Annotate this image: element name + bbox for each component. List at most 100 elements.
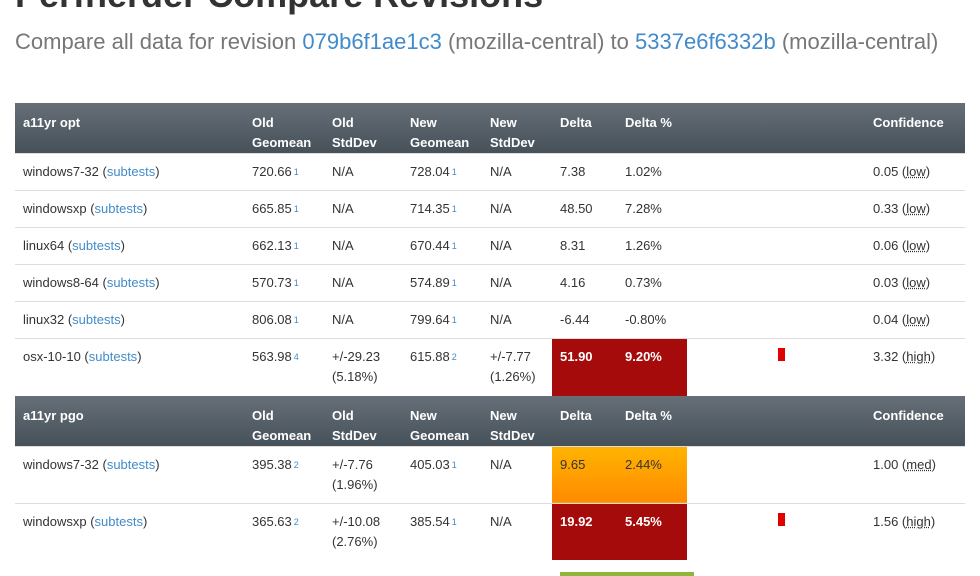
confidence-label[interactable]: high	[906, 513, 931, 529]
confidence-value: 3.32	[873, 349, 899, 364]
delta-cell: -6.44	[552, 301, 617, 339]
old-runs-link[interactable]: 1	[293, 167, 299, 177]
new-runs-link[interactable]: 1	[451, 278, 457, 288]
column-header-new-stddev: New StdDev	[490, 115, 535, 150]
old-stddev-value: N/A	[332, 275, 354, 290]
confidence-label[interactable]: low	[906, 312, 926, 327]
confidence-value: 0.03	[873, 275, 899, 290]
platform-name: windowsxp	[23, 201, 87, 216]
column-header-bar	[687, 396, 865, 447]
platform-name: osx-10-10	[23, 349, 81, 364]
new-runs-link[interactable]: 1	[451, 204, 457, 214]
old-runs-link[interactable]: 1	[293, 241, 299, 251]
delta-bar-cell	[687, 338, 865, 396]
old-runs-link[interactable]: 1	[293, 315, 299, 325]
column-header-new-geomean: New Geomean	[410, 115, 470, 150]
subtests-link[interactable]: subtests	[94, 513, 143, 529]
old-geomean-cell: 365.63 2	[244, 502, 324, 560]
subtests-link[interactable]: subtests	[106, 275, 156, 290]
old-geomean-cell: 662.13 1	[244, 227, 324, 265]
old-geomean-cell: 395.38 2	[244, 445, 324, 503]
confidence-label[interactable]: low	[906, 201, 926, 216]
new-stddev-cell: N/A	[482, 264, 552, 302]
new-stddev-cell: N/A	[482, 445, 552, 503]
column-header-old-geomean: Old Geomean	[252, 407, 312, 443]
subtests-link[interactable]: subtests	[72, 312, 121, 327]
table-row: windowsxp (subtests) 365.63 2 +/-10.08 (2.76…	[15, 502, 965, 560]
old-stddev-value: +/-29.23	[332, 349, 381, 364]
table-row: windows8-64 (subtests) 570.73 1 N/A 574.89 1 N…	[15, 264, 965, 302]
column-header-new-geomean: New Geomean	[410, 407, 470, 443]
confidence-label[interactable]: low	[906, 238, 926, 253]
new-runs-link[interactable]: 1	[451, 241, 457, 251]
confidence-cell: 0.06 (low)	[865, 227, 965, 265]
delta-pct-cell: 7.28%	[617, 190, 687, 228]
delta-bar-cell	[687, 301, 865, 339]
delta-cell: 19.92	[552, 502, 617, 560]
old-stddev-cell: N/A	[324, 190, 402, 228]
new-geomean-value: 670.44	[410, 238, 450, 253]
old-stddev-cell: N/A	[324, 301, 402, 339]
new-geomean-cell: 799.64 1	[402, 301, 482, 339]
new-geomean-value: 799.64	[410, 312, 450, 327]
confidence-label[interactable]: high	[906, 349, 931, 364]
new-runs-link[interactable]: 1	[451, 315, 457, 325]
old-geomean-value: 570.73	[252, 275, 292, 290]
delta-pct-cell: -0.80%	[617, 301, 687, 339]
confidence-cell: 3.32 (high)	[865, 338, 965, 396]
original-revision-link[interactable]: 079b6f1ae1c3	[302, 29, 442, 54]
original-repo: (mozilla-central) to	[447, 29, 629, 54]
delta-bar-cell	[687, 502, 865, 560]
new-runs-link[interactable]: 1	[451, 459, 457, 470]
subtests-link[interactable]: subtests	[94, 201, 143, 216]
group-header-row: a11yr opt Old Geomean Old StdDev New Geomea…	[15, 103, 965, 154]
new-stddev-value: N/A	[490, 513, 512, 529]
subtests-link[interactable]: subtests	[88, 349, 138, 364]
column-header-bar	[687, 103, 865, 154]
old-runs-link[interactable]: 4	[293, 352, 299, 362]
old-runs-link[interactable]: 1	[293, 204, 299, 214]
confidence-cell: 1.00 (med)	[865, 445, 965, 503]
platform-name: linux32	[23, 312, 65, 327]
new-runs-link[interactable]: 1	[451, 516, 457, 527]
old-stddev-value: N/A	[332, 238, 354, 253]
group-name: a11yr opt	[23, 115, 81, 130]
new-runs-link[interactable]: 1	[451, 167, 457, 177]
platform-cell: linux64 (subtests)	[15, 227, 244, 265]
group-name: a11yr pgo	[23, 407, 84, 423]
old-runs-link[interactable]: 2	[293, 459, 299, 470]
subtests-link[interactable]: subtests	[106, 456, 156, 472]
new-runs-link[interactable]: 2	[451, 352, 457, 362]
new-geomean-cell: 385.54 1	[402, 502, 482, 560]
column-header-delta-pct: Delta %	[625, 407, 672, 423]
old-stddev-pct: (2.76%)	[332, 533, 378, 549]
regression-bar	[778, 512, 785, 526]
new-stddev-value: N/A	[490, 275, 512, 290]
old-runs-link[interactable]: 1	[293, 278, 299, 288]
new-revision-link[interactable]: 5337e6f6332b	[635, 29, 776, 54]
old-geomean-value: 395.38	[252, 456, 292, 472]
page-subtitle: Compare all data for revision 079b6f1ae1…	[15, 22, 945, 61]
delta-cell: 48.50	[552, 190, 617, 228]
confidence-label[interactable]: low	[906, 275, 926, 290]
old-runs-link[interactable]: 2	[293, 516, 299, 527]
subtests-link[interactable]: subtests	[72, 238, 121, 253]
confidence-label[interactable]: low	[906, 164, 926, 179]
delta-pct-cell: 9.20%	[617, 338, 687, 396]
old-stddev-value: N/A	[332, 164, 354, 179]
confidence-label[interactable]: med	[906, 456, 932, 472]
old-stddev-value: N/A	[332, 312, 354, 327]
table-row: windows7-32 (subtests) 395.38 2 +/-7.76 (1.9…	[15, 445, 965, 503]
new-geomean-cell: 574.89 1	[402, 264, 482, 302]
old-stddev-cell: N/A	[324, 227, 402, 265]
old-geomean-cell: 570.73 1	[244, 264, 324, 302]
old-geomean-value: 665.85	[252, 201, 292, 216]
confidence-cell: 0.33 (low)	[865, 190, 965, 228]
delta-bar-cell	[687, 445, 865, 503]
new-geomean-value: 405.03	[410, 456, 450, 472]
confidence-value: 0.33	[873, 201, 899, 216]
old-stddev-cell: +/-29.23 (5.18%)	[324, 338, 402, 396]
delta-bar-cell	[687, 227, 865, 265]
page-title: Perfherder Compare Revisions	[15, 0, 543, 16]
subtests-link[interactable]: subtests	[106, 164, 156, 179]
